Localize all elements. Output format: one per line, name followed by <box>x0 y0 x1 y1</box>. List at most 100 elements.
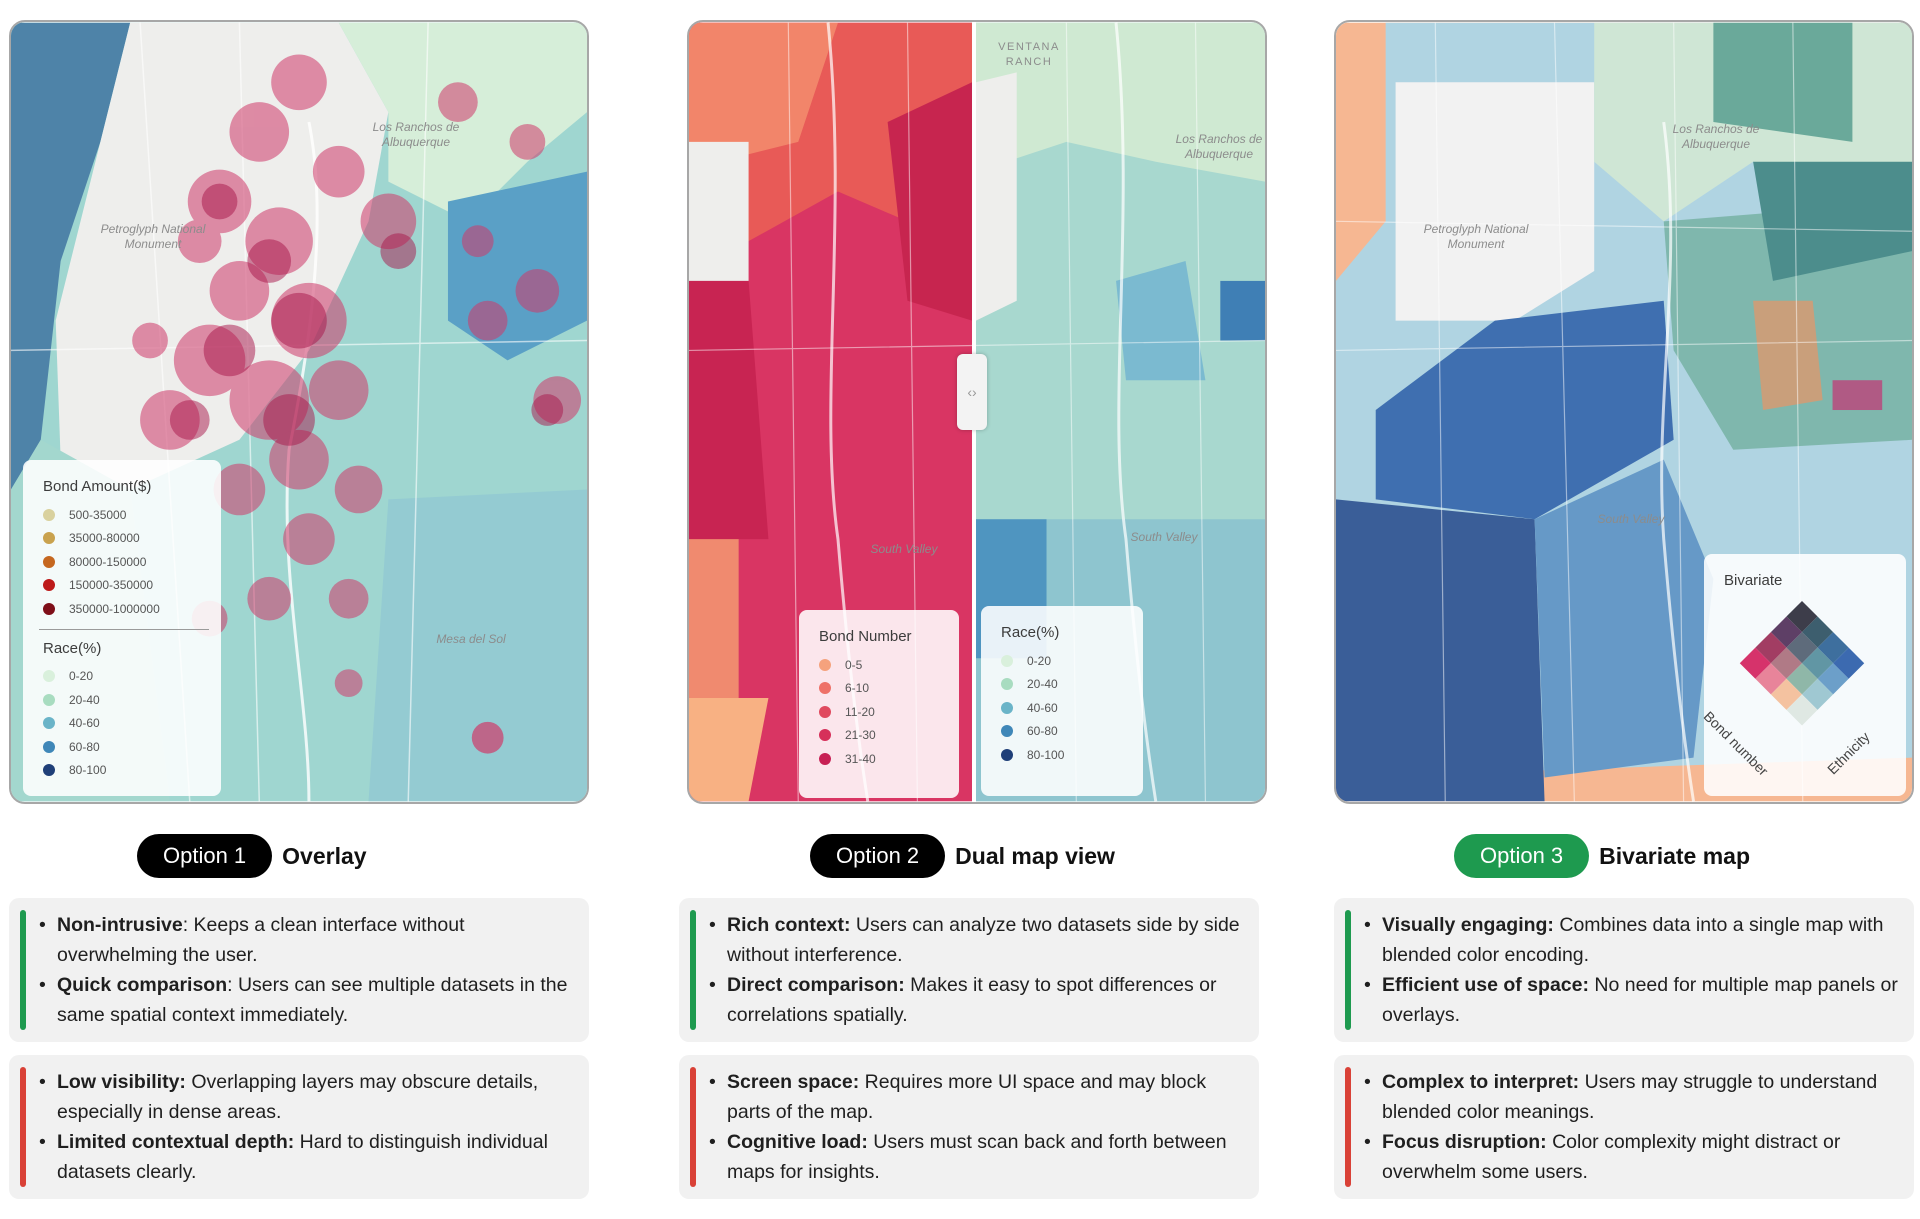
pros-list: Rich context: Users can analyze two data… <box>709 910 1245 1030</box>
legend-item: 60-80 <box>43 735 201 759</box>
pros-list: Visually engaging: Combines data into a … <box>1364 910 1900 1030</box>
bond-amount-legend-list: 500-35000 35000-80000 80000-150000 150000-3… <box>43 503 201 621</box>
legend-item: 80-100 <box>43 759 201 783</box>
legend-item: 31-40 <box>819 747 939 771</box>
bullet-item: Rich context: Users can analyze two data… <box>709 910 1245 970</box>
chevron-right-icon: › <box>972 384 977 400</box>
legend-swatch <box>819 682 831 695</box>
bullet-text: Requires more UI space and may block par… <box>727 1071 1207 1123</box>
option-1-header: Option 1 Overlay <box>137 834 367 878</box>
legend-item: 0-5 <box>819 653 939 677</box>
legend-title-bond-number: Bond Number <box>819 628 912 645</box>
bullet-item: Low visibility: Overlapping layers may o… <box>39 1067 575 1127</box>
cons-list: Complex to interpret: Users may struggle… <box>1364 1067 1900 1187</box>
bullet-text: Users can analyze two datasets side by s… <box>727 914 1240 966</box>
legend-label: 20-40 <box>1027 677 1058 692</box>
map-label-south-valley-left: South Valley <box>870 542 938 556</box>
con-indicator <box>1345 1067 1351 1187</box>
map-label-petroglyph-3: Petroglyph National Monument <box>1423 222 1529 251</box>
bullet-item: Efficient use of space: No need for mult… <box>1364 970 1900 1030</box>
bullet-text: Overlapping layers may obscure details, … <box>57 1071 539 1123</box>
option-1-name: Overlay <box>282 842 367 869</box>
legend-label: 11-20 <box>845 704 875 719</box>
legend-label: 31-40 <box>845 751 876 766</box>
map-label-ranchos-right: Los Ranchos de Albuquerque <box>1175 132 1263 161</box>
option-3-cons-card: Complex to interpret: Users may struggle… <box>1334 1055 1914 1199</box>
bullet-item: Visually engaging: Combines data into a … <box>1364 910 1900 970</box>
bullet-text: : Keeps a clean interface without overwh… <box>57 914 465 966</box>
legend-divider <box>39 628 209 630</box>
legend-swatch <box>43 555 55 568</box>
legend-title-race: Race(%) <box>43 639 102 657</box>
map-label-ranchos-3: Los Ranchos de Albuquerque <box>1672 122 1760 151</box>
bivariate-map-panel[interactable]: Los Ranchos de Albuquerque Petroglyph Na… <box>1334 20 1914 804</box>
bullet-text: Users may struggle to understand blended… <box>1382 1071 1878 1123</box>
option-1-cons-card: Low visibility: Overlapping layers may o… <box>9 1055 589 1199</box>
legend-label: 0-20 <box>1027 653 1052 668</box>
legend-swatch <box>43 602 55 615</box>
pro-indicator <box>20 910 26 1030</box>
bullet-term: Visually engaging: <box>1382 914 1554 936</box>
legend-item: 40-60 <box>43 712 201 736</box>
bullet-item: Focus disruption: Color complexity might… <box>1364 1127 1900 1187</box>
legend-label: 35000-80000 <box>69 531 140 546</box>
bond-number-legend: Bond Number 0-5 6-10 11-20 21-30 31-40 <box>799 610 959 798</box>
legend-item: 0-20 <box>1001 649 1123 673</box>
legend-item: 80000-150000 <box>43 550 201 574</box>
legend-label: 21-30 <box>845 728 876 743</box>
legend-swatch <box>43 508 55 521</box>
bullet-term: Focus disruption: <box>1382 1131 1547 1153</box>
legend-label: 6-10 <box>845 681 870 696</box>
option-3-pill[interactable]: Option 3 <box>1454 834 1590 878</box>
dual-map-panel[interactable]: ‹ › VENTANA RANCH Los Ranchos de Albuquer… <box>687 20 1267 804</box>
map-divider-handle[interactable]: ‹ › <box>957 354 987 430</box>
overlay-legend: Bond Amount($) 500-35000 35000-80000 80000… <box>23 460 221 796</box>
option-2-pill[interactable]: Option 2 <box>810 834 946 878</box>
bullet-item: Non-intrusive: Keeps a clean interface w… <box>39 910 575 970</box>
legend-swatch <box>819 752 831 765</box>
bullet-item: Limited contextual depth: Hard to distin… <box>39 1127 575 1187</box>
option-3-name: Bivariate map <box>1599 842 1751 869</box>
bullet-text: Hard to distinguish individual datasets … <box>57 1131 548 1183</box>
option-3-header: Option 3 Bivariate map <box>1454 834 1750 878</box>
overlay-map[interactable] <box>11 22 587 802</box>
race-legend-right: Race(%) 0-20 20-40 40-60 60-80 80-100 <box>981 606 1143 796</box>
map-label-south-valley-3: South Valley <box>1597 512 1665 526</box>
pros-list: Non-intrusive: Keeps a clean interface w… <box>39 910 575 1030</box>
bullet-term: Screen space: <box>727 1071 860 1093</box>
bullet-text: Combines data into a single map with ble… <box>1382 914 1884 966</box>
legend-item: 0-20 <box>43 665 201 689</box>
legend-label: 40-60 <box>69 716 100 731</box>
bullet-term: Rich context: <box>727 914 851 936</box>
legend-label: 80-100 <box>1027 747 1065 762</box>
bullet-item: Direct comparison: Makes it easy to spot… <box>709 970 1245 1030</box>
legend-label: 0-20 <box>69 669 94 684</box>
legend-swatch <box>43 717 55 730</box>
bullet-term: Efficient use of space: <box>1382 974 1589 996</box>
legend-swatch <box>43 579 55 592</box>
map-label-ranchos: Los Ranchos de Albuquerque <box>372 120 460 149</box>
legend-swatch <box>1001 701 1013 714</box>
legend-swatch <box>1001 725 1013 738</box>
legend-item: 60-80 <box>1001 720 1123 744</box>
bullet-item: Cognitive load: Users must scan back and… <box>709 1127 1245 1187</box>
overlay-map-panel[interactable]: Los Ranchos de Albuquerque Petroglyph Na… <box>9 20 589 804</box>
option-1-pill[interactable]: Option 1 <box>137 834 273 878</box>
legend-item: 350000-1000000 <box>43 597 201 621</box>
cons-list: Screen space: Requires more UI space and… <box>709 1067 1245 1187</box>
legend-title-bond-amount: Bond Amount($) <box>43 478 152 495</box>
bivariate-map[interactable] <box>1336 22 1912 802</box>
legend-swatch <box>43 532 55 545</box>
pro-indicator <box>690 910 696 1030</box>
pro-indicator <box>1345 910 1351 1030</box>
option-3-pros-card: Visually engaging: Combines data into a … <box>1334 898 1914 1042</box>
map-label-mesa: Mesa del Sol <box>436 632 506 646</box>
bullet-term: Limited contextual depth: <box>57 1131 295 1153</box>
cons-list: Low visibility: Overlapping layers may o… <box>39 1067 575 1187</box>
legend-swatch <box>43 740 55 753</box>
legend-label: 20-40 <box>69 692 100 707</box>
legend-label: 60-80 <box>69 739 100 754</box>
legend-swatch <box>819 658 831 671</box>
race-legend-list-right: 0-20 20-40 40-60 60-80 80-100 <box>1001 649 1123 767</box>
map-label-south-valley-right: South Valley <box>1130 530 1198 544</box>
